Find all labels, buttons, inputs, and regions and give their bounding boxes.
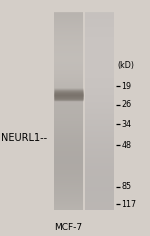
Text: NEURL1--: NEURL1-- bbox=[2, 133, 48, 143]
Text: 48: 48 bbox=[122, 141, 132, 150]
Text: 117: 117 bbox=[122, 200, 137, 209]
Text: 85: 85 bbox=[122, 182, 132, 191]
Text: 34: 34 bbox=[122, 120, 132, 129]
Text: MCF-7: MCF-7 bbox=[54, 223, 82, 232]
Text: 19: 19 bbox=[122, 82, 132, 91]
Text: 26: 26 bbox=[122, 100, 132, 109]
Text: (kD): (kD) bbox=[117, 61, 134, 70]
